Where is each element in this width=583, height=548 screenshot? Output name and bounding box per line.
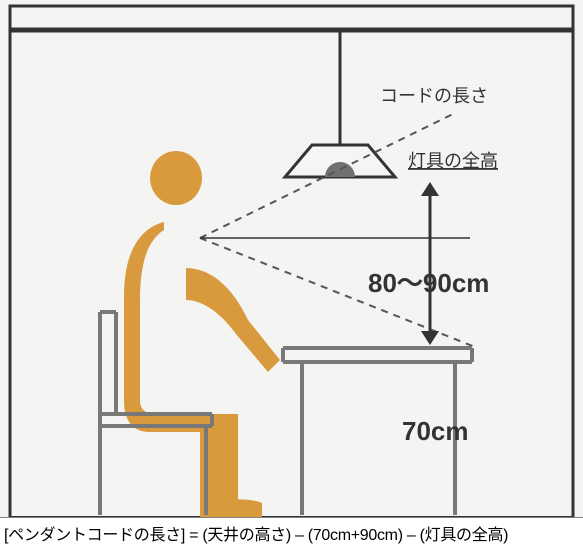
diagram: コードの長さ灯具の全高 80～90cm 70cm xyxy=(0,0,583,548)
label-clearance: 80～90cm xyxy=(368,268,489,298)
label-lamp-height: 灯具の全高 xyxy=(408,151,498,171)
label-cord: コードの長さ xyxy=(380,86,488,106)
person-silhouette xyxy=(124,151,280,517)
label-table-height: 70cm xyxy=(402,416,469,446)
formula-text: [ペンダントコードの長さ] = (天井の高さ) – (70cm+90cm) – … xyxy=(0,517,583,548)
arrow-down-icon xyxy=(421,331,439,345)
arrow-up-icon xyxy=(421,182,439,196)
frame xyxy=(10,6,573,519)
